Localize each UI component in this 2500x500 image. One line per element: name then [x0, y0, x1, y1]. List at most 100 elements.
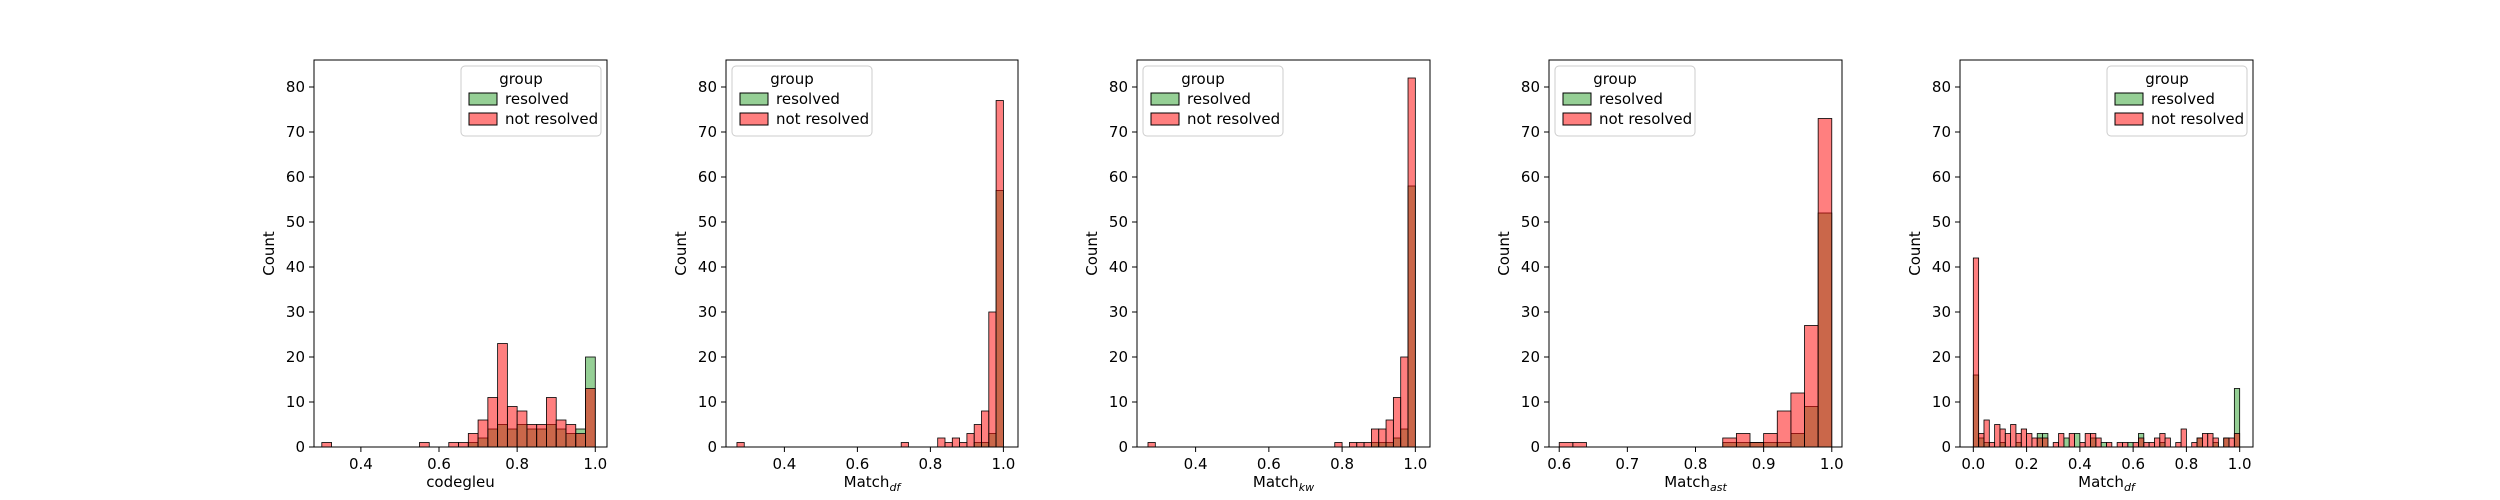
histogram-bar	[959, 442, 968, 448]
y-tick-label: 60	[1932, 168, 1951, 186]
histogram-bar	[2127, 442, 2134, 448]
y-tick-label: 60	[286, 168, 305, 186]
legend-entry-label: resolved	[2151, 90, 2215, 108]
legend-entry-label: not resolved	[1187, 110, 1280, 128]
histogram-bar	[1356, 442, 1365, 448]
histogram-bar	[2026, 433, 2033, 448]
y-tick-label: 80	[698, 78, 717, 96]
y-tick-label: 80	[1932, 78, 1951, 96]
y-axis-label: Count	[1495, 231, 1513, 276]
chart-panel-5: 0.0 0.2 0.4 0.6 0.8 1.0 0 10 20 30 40 50 60 70 80 Match…	[1906, 59, 2254, 494]
x-tick-label: 0.6	[1547, 455, 1571, 473]
histogram-bar	[2063, 437, 2070, 448]
y-tick-label: 30	[1109, 303, 1128, 321]
chart-panel-1: 0.4 0.6 0.8 1.0 0 10 20 30 40 50 60 70 80 codegleu Cou…	[260, 59, 608, 491]
histogram-bar	[1983, 419, 1990, 448]
histogram-bar	[2223, 437, 2230, 448]
histogram-bar	[2010, 424, 2017, 448]
series-not-resolved	[1972, 257, 2241, 448]
histogram-bar	[506, 406, 518, 448]
histogram-bar	[497, 343, 508, 448]
histogram-bar	[2180, 428, 2187, 448]
histogram-bar	[2074, 433, 2081, 448]
y-axis-label: Count	[1906, 231, 1924, 276]
histogram-bar	[1994, 424, 2001, 448]
histogram-bar	[2138, 437, 2145, 448]
y-tick-label: 10	[286, 393, 305, 411]
y-tick-label: 30	[286, 303, 305, 321]
legend: group resolved not resolved	[2106, 65, 2248, 137]
y-tick-label: 20	[1932, 348, 1951, 366]
chart-panel-2: 0.4 0.6 0.8 1.0 0 10 20 30 40 50 60 70 80 Matchdf Coun…	[672, 59, 1019, 494]
y-tick-label: 60	[698, 168, 717, 186]
legend-entry-label: resolved	[776, 90, 840, 108]
y-tick-label: 0	[1118, 438, 1128, 456]
legend-swatch	[468, 92, 498, 106]
y-tick-label: 30	[1521, 303, 1540, 321]
y-axis-label: Count	[260, 231, 278, 276]
y-tick-label: 10	[698, 393, 717, 411]
x-tick-label: 0.6	[1257, 455, 1281, 473]
y-tick-label: 50	[1932, 213, 1951, 231]
y-tick-label: 60	[1521, 168, 1540, 186]
y-axis-label: Count	[1083, 231, 1101, 276]
legend-title: group	[1181, 70, 1225, 88]
histogram-bar	[1363, 442, 1372, 448]
y-tick-label: 70	[698, 123, 717, 141]
histogram-bar	[1749, 442, 1765, 448]
histogram-bar	[2100, 442, 2107, 448]
histogram-bar	[1378, 428, 1387, 448]
histogram-bar	[2207, 433, 2214, 448]
histogram-bar	[2004, 433, 2012, 448]
histogram-bar	[2132, 442, 2139, 448]
histogram-bar	[2148, 442, 2155, 448]
x-axis-label: codegleu	[426, 473, 495, 491]
y-tick-label: 70	[1109, 123, 1128, 141]
legend-swatch	[1150, 92, 1180, 106]
histogram-bar	[1371, 428, 1380, 448]
y-tick-label: 10	[1932, 393, 1951, 411]
histogram-bar	[585, 388, 596, 448]
histogram-bar	[2228, 437, 2235, 448]
legend-swatch	[739, 112, 769, 126]
histogram-bar	[2143, 442, 2150, 448]
histogram-bar	[516, 410, 528, 448]
histogram-bar	[1558, 442, 1574, 448]
x-tick-label: 0.6	[427, 455, 451, 473]
histogram-bar	[988, 311, 997, 448]
histogram-bar	[2036, 437, 2043, 448]
legend-swatch	[1562, 112, 1592, 126]
series-not-resolved	[1558, 118, 1833, 448]
histogram-bar	[2068, 433, 2075, 448]
x-axis-label: Matchdf	[2078, 473, 2137, 494]
legend-entry-label: not resolved	[1599, 110, 1692, 128]
y-tick-label: 70	[1932, 123, 1951, 141]
histogram-bar	[2095, 437, 2102, 448]
x-tick-label: 0.2	[2015, 455, 2039, 473]
histogram-bar	[565, 424, 577, 448]
histogram-bar	[1999, 428, 2006, 448]
histogram-bar	[2154, 437, 2161, 448]
legend-entry-label: not resolved	[505, 110, 598, 128]
x-axis-label: Matchdf	[844, 473, 903, 494]
histogram-bar	[555, 419, 567, 448]
histogram-bar	[900, 442, 909, 448]
y-tick-label: 40	[698, 258, 717, 276]
histogram-bar	[1735, 433, 1751, 448]
histogram-bar	[2196, 437, 2203, 448]
histogram-bar	[2058, 433, 2065, 448]
histogram-bar	[2191, 442, 2198, 448]
y-tick-label: 30	[1932, 303, 1951, 321]
histogram-bar	[1790, 392, 1805, 448]
histogram-bar	[2031, 437, 2038, 448]
histogram-bar	[981, 410, 990, 448]
x-tick-label: 0.8	[918, 455, 942, 473]
y-tick-label: 80	[1109, 78, 1128, 96]
histogram-bar	[937, 437, 946, 448]
legend-entry-label: resolved	[505, 90, 569, 108]
x-tick-label: 1.0	[1403, 455, 1427, 473]
x-tick-label: 0.8	[1330, 455, 1354, 473]
legend-title: group	[1593, 70, 1637, 88]
histogram-bar	[2106, 442, 2113, 448]
